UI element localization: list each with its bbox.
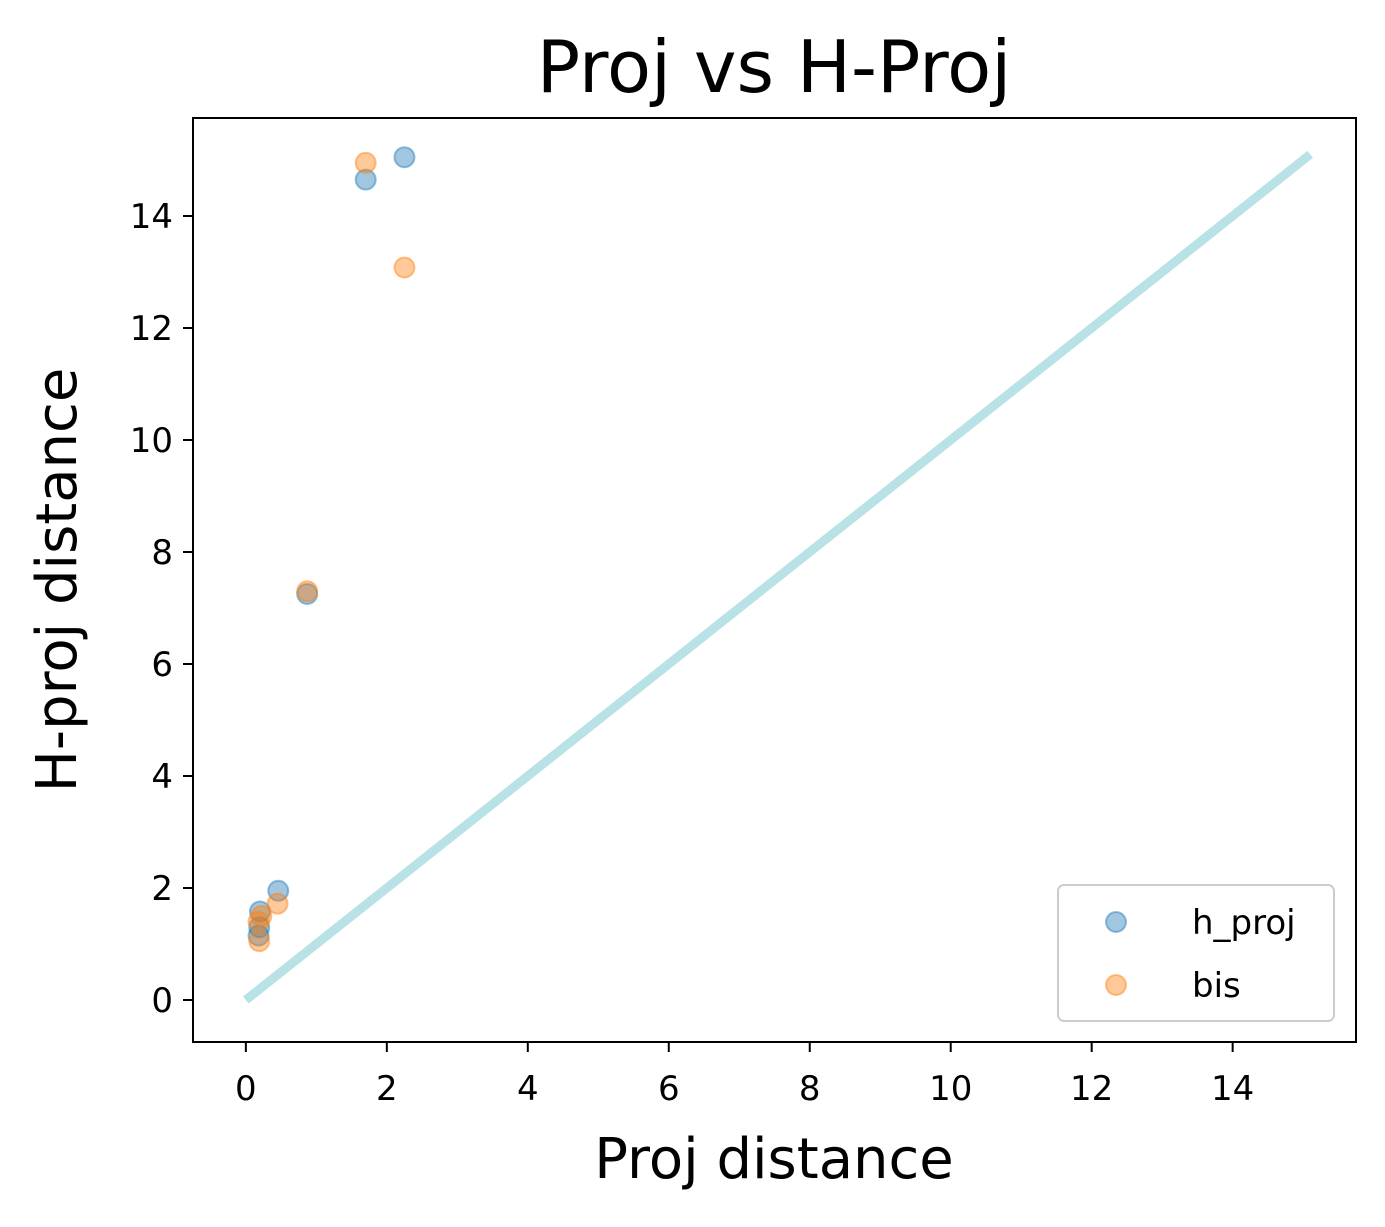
legend-label-bis: bis xyxy=(1192,966,1241,1006)
point-bis-3 xyxy=(266,892,289,915)
point-bis-2 xyxy=(250,905,273,927)
legend-box xyxy=(1057,884,1335,1022)
point-h_proj-1 xyxy=(248,900,271,923)
point-h_proj-2 xyxy=(248,916,271,939)
reference-line xyxy=(243,150,1313,1004)
point-bis-1 xyxy=(247,910,270,933)
y-tick-label-7: 14 xyxy=(130,197,173,237)
y-tick-label-4: 8 xyxy=(151,533,173,573)
point-h_proj-5 xyxy=(354,168,377,191)
point-h_proj-4 xyxy=(296,583,319,605)
x-tick-label-7: 14 xyxy=(1211,1069,1254,1109)
point-h_proj-0 xyxy=(247,924,270,947)
point-bis-4 xyxy=(296,580,319,603)
y-tick-label-1: 2 xyxy=(151,869,173,909)
x-tick-label-2: 4 xyxy=(517,1069,539,1109)
axes-frame xyxy=(192,117,1357,1043)
x-axis-label: Proj distance xyxy=(594,1127,954,1192)
legend-marker-h_proj xyxy=(1105,911,1127,933)
legend-label-h_proj: h_proj xyxy=(1192,903,1296,943)
point-h_proj-6 xyxy=(393,146,416,169)
plot-area: 0 2 4 6 8 10 12 14 0 2 4 6 8 10 12 14 xyxy=(130,117,1357,1109)
chart-title: Proj vs H-Proj xyxy=(537,25,1011,109)
x-tick-label-1: 2 xyxy=(376,1069,398,1109)
x-tick-label-3: 6 xyxy=(658,1069,680,1109)
y-tick-label-5: 10 xyxy=(130,421,173,461)
x-tick-label-0: 0 xyxy=(235,1069,257,1109)
point-bis-6 xyxy=(393,256,416,279)
x-tick-label-6: 12 xyxy=(1070,1069,1113,1109)
point-bis-5 xyxy=(354,151,377,174)
x-tick-label-5: 10 xyxy=(929,1069,972,1109)
legend-marker-bis xyxy=(1105,974,1127,996)
y-tick-label-0: 0 xyxy=(151,981,173,1021)
point-h_proj-3 xyxy=(267,879,290,902)
y-tick-label-6: 12 xyxy=(130,309,173,349)
point-bis-0 xyxy=(248,930,271,953)
y-tick-label-3: 6 xyxy=(151,645,173,685)
y-tick-label-2: 4 xyxy=(151,757,173,797)
y-axis-label: H-proj distance xyxy=(25,368,90,793)
x-tick-label-4: 8 xyxy=(799,1069,821,1109)
